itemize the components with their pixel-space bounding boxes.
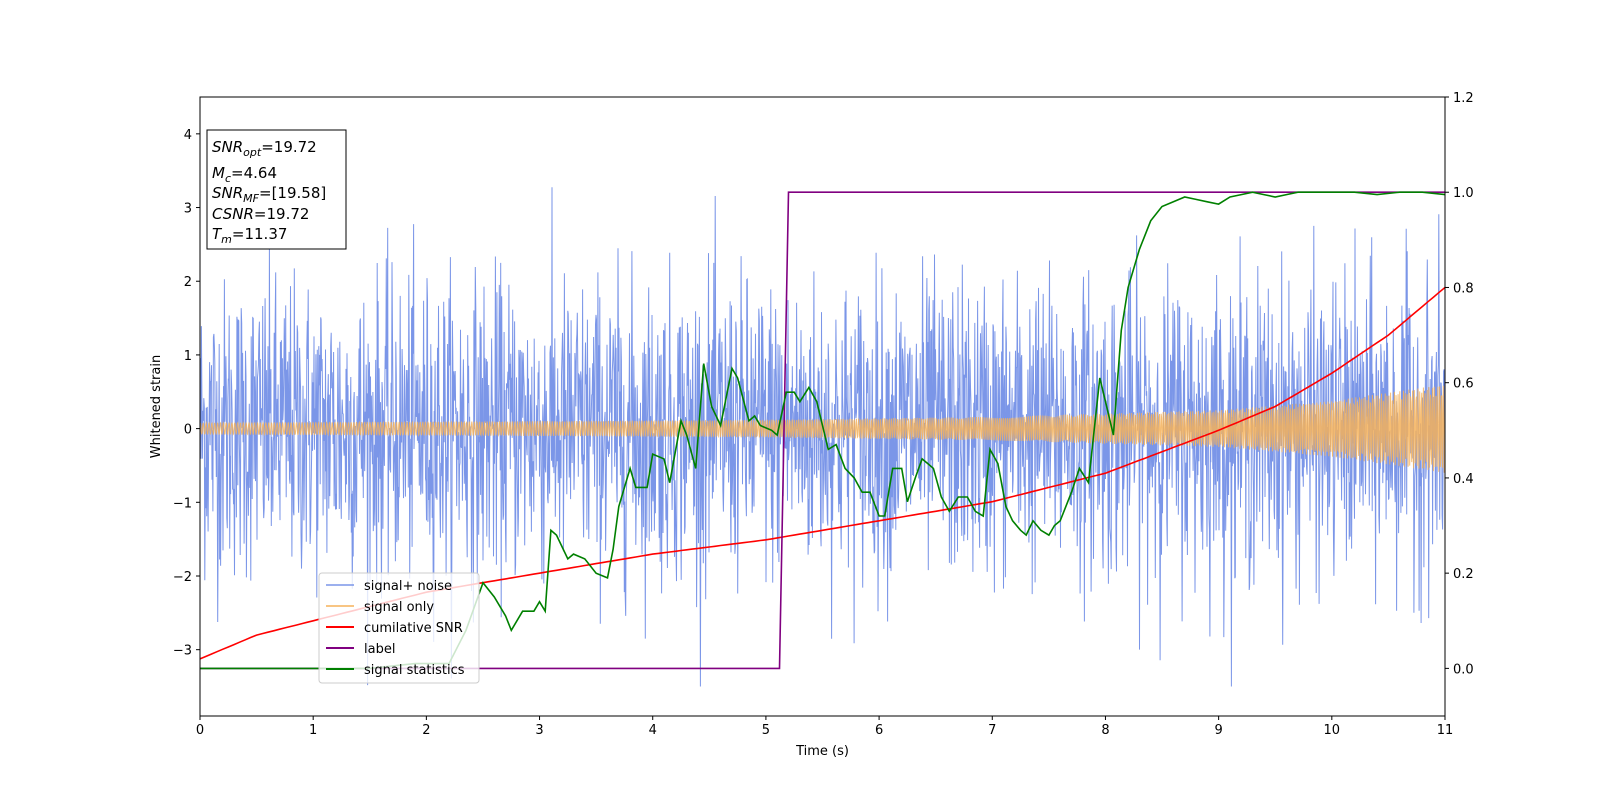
legend-label: signal+ noise	[364, 579, 452, 594]
y-axis-right-ticks: 0.0 0.2 0.4 0.6 0.8 1.0 1.2	[1445, 91, 1474, 677]
y-axis-label: Whitened strain	[149, 355, 164, 458]
signal-statistics-line	[200, 191, 1445, 670]
info-snr-opt-base: SNR	[212, 138, 243, 156]
info-mc-sub: c	[225, 172, 231, 185]
info-box: SNRopt=19.72 Mc=4.64 SNRMF=[19.58] CSNR=…	[206, 129, 347, 250]
x-tick-label: 7	[988, 723, 996, 738]
info-csnr-base: CSNR	[212, 205, 254, 223]
y-right-tick-label: 0.8	[1453, 281, 1474, 296]
info-snr-opt-sub: opt	[243, 146, 262, 159]
label-line	[200, 191, 1445, 670]
x-axis-ticks: 0 1 2 3 4 5 6 7 8 9 10 11	[196, 716, 1453, 738]
signal-trace	[200, 385, 1445, 473]
series-signal-statistics	[200, 191, 1445, 670]
legend-frame	[318, 572, 480, 684]
x-tick-label: 2	[422, 723, 430, 738]
info-csnr: CSNR=19.72	[212, 205, 309, 223]
info-snr-mf-base: SNR	[212, 184, 243, 202]
series-signal-plus-noise	[200, 187, 1445, 687]
y-left-tick-label: 3	[184, 202, 192, 217]
series-label	[200, 191, 1445, 670]
legend-label: label	[364, 642, 395, 657]
info-box-frame	[206, 129, 347, 250]
y-right-tick-label: 0.6	[1453, 377, 1474, 392]
info-snr-mf-sub: MF	[243, 192, 259, 205]
noise-trace	[200, 187, 1445, 687]
y-right-tick-label: 1.0	[1453, 186, 1474, 201]
y-left-tick-label: 1	[184, 349, 192, 364]
x-axis-label: Time (s)	[795, 744, 849, 759]
info-tm: Tm=11.37	[212, 225, 287, 246]
x-tick-label: 0	[196, 723, 204, 738]
x-tick-label: 6	[875, 723, 883, 738]
x-tick-label: 5	[762, 723, 770, 738]
x-tick-label: 10	[1324, 723, 1341, 738]
info-tm-sub: m	[221, 233, 232, 246]
x-tick-label: 11	[1437, 723, 1454, 738]
info-mc-base: M	[212, 164, 225, 182]
info-snr-mf-value: =[19.58]	[259, 184, 326, 202]
info-snr-opt: SNRopt=19.72	[212, 138, 317, 159]
legend-label: cumilative SNR	[364, 621, 463, 636]
y-right-tick-label: 0.0	[1453, 662, 1474, 677]
info-csnr-value: =19.72	[254, 205, 310, 223]
y-axis-left-ticks: −3 −2 −1 0 1 2 3 4	[173, 128, 200, 659]
y-right-tick-label: 0.2	[1453, 567, 1474, 582]
info-snr-opt-value: =19.72	[261, 138, 317, 156]
x-tick-label: 1	[309, 723, 317, 738]
info-mc: Mc=4.64	[212, 164, 277, 185]
y-left-tick-label: 4	[184, 128, 192, 143]
y-left-tick-label: 0	[184, 423, 192, 438]
legend-label: signal statistics	[364, 663, 465, 678]
legend: signal+ noise signal only cumilative SNR la…	[318, 572, 480, 684]
legend-label: signal only	[364, 600, 434, 615]
info-mc-value: =4.64	[231, 164, 277, 182]
y-left-tick-label: −1	[173, 496, 192, 511]
y-left-tick-label: −2	[173, 570, 192, 585]
series-signal-only	[200, 385, 1445, 473]
y-right-tick-label: 1.2	[1453, 91, 1474, 106]
y-left-tick-label: 2	[184, 275, 192, 290]
x-tick-label: 9	[1214, 723, 1222, 738]
x-tick-label: 3	[535, 723, 543, 738]
x-tick-label: 8	[1101, 723, 1109, 738]
y-left-tick-label: −3	[173, 644, 192, 659]
info-snr-mf: SNRMF=[19.58]	[212, 184, 326, 205]
info-tm-value: =11.37	[232, 225, 288, 243]
info-tm-base: T	[212, 225, 223, 243]
y-right-tick-label: 0.4	[1453, 472, 1474, 487]
x-tick-label: 4	[649, 723, 657, 738]
plot-frame	[199, 96, 1446, 717]
